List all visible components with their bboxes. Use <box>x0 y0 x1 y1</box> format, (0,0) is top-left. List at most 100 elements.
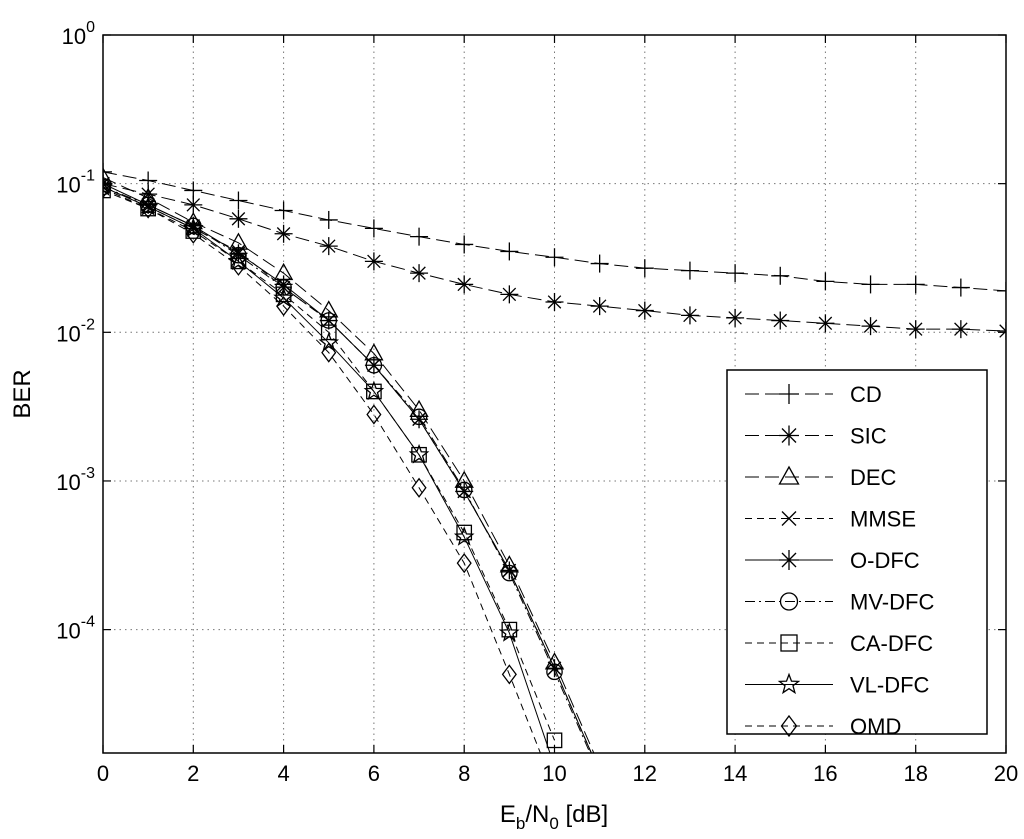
marker-plus <box>771 266 790 285</box>
axis-ticks: 0 2 4 6 8 10 12 14 16 18 20 100 10-1 10-2 10-3 10-4 <box>56 19 1018 786</box>
legend-label: OMD <box>850 714 901 739</box>
marker-diamond <box>185 223 201 244</box>
legend-item-o-dfc: O-DFC <box>745 548 920 573</box>
marker-plus <box>861 275 880 294</box>
x-axis-title-sub: b <box>516 814 525 833</box>
marker-star <box>408 443 430 464</box>
x-axis-title-main: E <box>500 801 516 828</box>
legend-item-sic: SIC <box>745 424 887 449</box>
marker-circle <box>410 408 428 426</box>
x-tick-label: 10 <box>542 761 566 786</box>
marker-plus <box>229 191 248 210</box>
marker-circle <box>592 767 607 782</box>
marker-plus <box>319 210 338 229</box>
y-axis-title: BER <box>9 369 36 418</box>
marker-asterisk <box>410 264 429 283</box>
marker-plus <box>410 227 429 246</box>
marker-star <box>453 526 475 546</box>
x-axis-title-sub2: 0 <box>549 814 558 833</box>
marker-plus <box>500 242 519 261</box>
y-tick-label: 10-2 <box>56 316 95 346</box>
marker-triangle <box>778 465 800 485</box>
marker-plus <box>274 201 293 220</box>
marker-plus <box>545 248 564 267</box>
marker-star <box>182 217 204 238</box>
marker-asterisk <box>779 425 799 446</box>
x-tick-label: 14 <box>723 761 747 786</box>
marker-diamond <box>321 342 337 363</box>
marker-plus <box>951 278 970 297</box>
legend-label: DEC <box>850 465 897 490</box>
series-layer <box>103 162 1006 782</box>
marker-asterisk <box>726 308 745 327</box>
legend-item-cd: CD <box>745 382 882 407</box>
series-line-mv-dfc <box>103 186 591 753</box>
marker-circle <box>779 592 799 611</box>
y-tick-label: 10-3 <box>56 465 95 495</box>
legend-label: CA-DFC <box>850 631 933 656</box>
marker-star <box>363 380 385 401</box>
x-tick-label: 6 <box>368 761 380 786</box>
marker-triangle <box>103 167 113 185</box>
legend-item-omd: OMD <box>745 714 901 739</box>
marker-asterisk <box>364 252 383 271</box>
marker-circle <box>455 481 473 499</box>
marker-plus <box>816 272 835 291</box>
marker-square <box>456 524 473 541</box>
marker-asterisk <box>455 275 474 294</box>
marker-diamond <box>230 255 247 276</box>
marker-asterisk <box>906 320 925 339</box>
marker-star <box>137 195 159 216</box>
marker-diamond <box>456 553 472 574</box>
marker-square <box>780 634 798 652</box>
marker-circle <box>365 356 383 374</box>
marker-asterisk <box>500 285 519 304</box>
marker-plus <box>364 219 383 238</box>
x-tick-label: 18 <box>903 761 927 786</box>
marker-star <box>777 672 801 695</box>
legend-label: VL-DFC <box>850 673 930 698</box>
legend-item-mv-dfc: MV-DFC <box>745 590 934 615</box>
marker-asterisk <box>635 301 654 320</box>
marker-asterisk <box>274 224 293 243</box>
marker-triangle <box>591 758 608 773</box>
marker-asterisk <box>229 209 248 228</box>
marker-star <box>499 622 520 642</box>
series-cd <box>103 162 1006 300</box>
x-tick-label: 4 <box>277 761 289 786</box>
marker-diamond <box>501 664 517 685</box>
series-omd <box>103 178 541 753</box>
x-tick-label: 2 <box>187 761 199 786</box>
legend-item-vl-dfc: VL-DFC <box>745 673 930 698</box>
legend-label: MV-DFC <box>850 590 934 615</box>
series-line-omd <box>103 187 541 753</box>
marker-asterisk <box>319 237 338 256</box>
legend-label: CD <box>850 382 882 407</box>
marker-diamond <box>103 178 111 199</box>
marker-plus <box>997 281 1006 300</box>
marker-x <box>781 511 797 526</box>
marker-plus <box>103 162 112 181</box>
x-tick-label: 16 <box>813 761 837 786</box>
x-axis-title: Eb/N0 [dB] <box>500 801 608 833</box>
marker-plus <box>726 264 745 283</box>
marker-diamond <box>780 714 798 738</box>
marker-star <box>318 331 340 352</box>
legend: CD SIC DEC MMSE O-DFC MV-DFC CA-DFC VL-DFC OMD <box>726 369 988 739</box>
x-axis-title-tail: [dB] <box>559 801 608 828</box>
marker-asterisk <box>184 195 203 214</box>
x-axis-title-mid: /N <box>525 801 549 828</box>
series-line-cd <box>103 171 1006 292</box>
y-tick-label: 10-4 <box>56 614 95 644</box>
marker-asterisk <box>779 550 799 570</box>
x-tick-label: 20 <box>994 761 1018 786</box>
legend-item-ca-dfc: CA-DFC <box>745 631 933 656</box>
series-sic <box>103 174 1006 341</box>
y-tick-label: 100 <box>62 19 95 49</box>
marker-asterisk <box>591 763 609 781</box>
marker-star <box>228 250 249 271</box>
series-line-vl-dfc <box>103 186 551 753</box>
marker-plus <box>680 261 699 280</box>
marker-diamond <box>366 404 382 425</box>
